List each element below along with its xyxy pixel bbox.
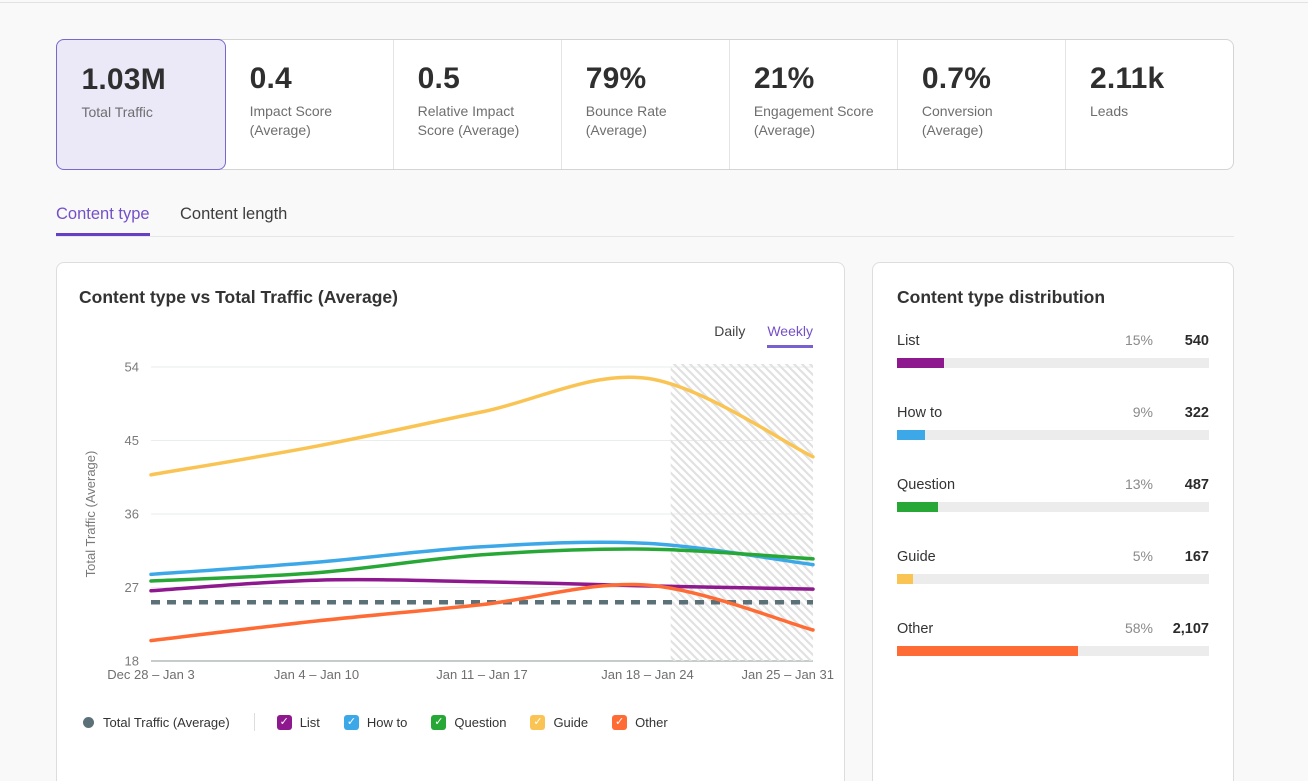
- legend-label: Guide: [553, 714, 589, 730]
- page-top-divider: [0, 2, 1308, 3]
- distribution-row-question[interactable]: Question 13% 487: [897, 476, 1209, 512]
- checked-checkbox-icon[interactable]: [343, 714, 359, 730]
- category-label: Guide: [897, 549, 936, 565]
- granularity-daily-button[interactable]: Daily: [714, 323, 746, 339]
- svg-text:Jan 4 – Jan 10: Jan 4 – Jan 10: [274, 667, 359, 682]
- category-percent: 9%: [1132, 404, 1153, 420]
- kpi-label: Impact Score (Average): [249, 103, 333, 138]
- category-label: How to: [897, 405, 943, 421]
- kpi-card-total-traffic[interactable]: 1.03M Total Traffic: [56, 39, 226, 170]
- category-label: Question: [897, 477, 956, 493]
- legend-label: How to: [366, 714, 408, 730]
- kpi-card-leads[interactable]: 2.11k Leads: [1066, 40, 1233, 169]
- category-bar: [897, 574, 1209, 584]
- category-count: 2,107: [1172, 621, 1209, 637]
- kpi-value: 0.4: [249, 62, 292, 95]
- svg-text:Dec 28 – Jan 3: Dec 28 – Jan 3: [107, 667, 194, 682]
- legend-label: List: [299, 714, 320, 730]
- legend-item-question[interactable]: Question: [431, 714, 507, 730]
- distribution-row-how-to[interactable]: How to 9% 322: [897, 404, 1209, 440]
- legend-item-guide[interactable]: Guide: [530, 714, 589, 730]
- legend-divider: [253, 713, 255, 731]
- kpi-card-engagement-score[interactable]: 21% Engagement Score (Average): [730, 40, 898, 169]
- distribution-title: Content type distribution: [897, 287, 1106, 307]
- distribution-row-list[interactable]: List 15% 540: [897, 332, 1209, 368]
- category-bar: [897, 358, 1209, 368]
- tab-content-length[interactable]: Content length: [180, 205, 288, 223]
- kpi-label: Leads: [1089, 103, 1129, 119]
- kpi-value: 21%: [753, 62, 815, 95]
- checked-checkbox-icon[interactable]: [612, 714, 628, 730]
- granularity-toggle: Daily Weekly: [714, 323, 813, 348]
- kpi-label: Relative Impact Score (Average): [417, 103, 520, 138]
- category-count: 167: [1184, 549, 1209, 565]
- distribution-row-other[interactable]: Other 58% 2,107: [897, 620, 1209, 656]
- distribution-rows: List 15% 540 How to 9% 322 Question 13% …: [897, 332, 1209, 656]
- svg-text:Jan 25 – Jan 31: Jan 25 – Jan 31: [741, 667, 834, 682]
- kpi-label: Total Traffic: [81, 103, 153, 120]
- kpi-value: 0.5: [417, 62, 460, 95]
- category-count: 322: [1184, 405, 1209, 421]
- kpi-label: Engagement Score (Average): [753, 103, 874, 138]
- traffic-trend-chart[interactable]: 18 27 36 45 54 Total Traffic (Average) Dec 28 …: [57, 355, 844, 685]
- kpi-card-impact-score[interactable]: 0.4 Impact Score (Average): [226, 40, 394, 169]
- category-bar-fill: [897, 358, 944, 368]
- svg-text:54: 54: [125, 360, 139, 375]
- checked-checkbox-icon[interactable]: [431, 714, 447, 730]
- kpi-value: 1.03M: [81, 62, 166, 96]
- chart-legend: Total Traffic (Average) List How to Ques…: [83, 713, 844, 731]
- average-dot-icon: [83, 716, 94, 728]
- legend-label: Total Traffic (Average): [103, 714, 230, 730]
- kpi-card-bounce-rate[interactable]: 79% Bounce Rate (Average): [562, 40, 730, 169]
- kpi-card-conversion[interactable]: 0.7% Conversion (Average): [898, 40, 1066, 169]
- category-count: 540: [1184, 333, 1209, 349]
- legend-item-how-to[interactable]: How to: [343, 714, 408, 730]
- svg-text:Jan 11 – Jan 17: Jan 11 – Jan 17: [436, 667, 528, 682]
- legend-label: Question: [454, 714, 507, 730]
- content-type-distribution-card: Content type distribution List 15% 540 H…: [872, 262, 1234, 781]
- category-bar: [897, 430, 1209, 440]
- distribution-row-guide[interactable]: Guide 5% 167: [897, 548, 1209, 584]
- tab-content-type[interactable]: Content type: [56, 205, 150, 236]
- legend-label: Other: [635, 714, 668, 730]
- kpi-card-relative-impact-score[interactable]: 0.5 Relative Impact Score (Average): [394, 40, 562, 169]
- kpi-value: 0.7%: [921, 62, 992, 95]
- kpi-label: Conversion (Average): [921, 103, 993, 138]
- content-type-vs-traffic-card: Content type vs Total Traffic (Average) …: [56, 262, 845, 781]
- kpi-value: 79%: [585, 62, 647, 95]
- granularity-weekly-button[interactable]: Weekly: [767, 323, 813, 348]
- category-count: 487: [1184, 477, 1209, 493]
- svg-text:Total Traffic (Average): Total Traffic (Average): [83, 451, 98, 578]
- category-bar-fill: [897, 646, 1078, 656]
- category-label: Other: [897, 621, 934, 637]
- kpi-summary-bar: 1.03M Total Traffic 0.4 Impact Score (Av…: [56, 39, 1234, 170]
- kpi-label: Bounce Rate (Average): [585, 103, 667, 138]
- legend-item-average[interactable]: Total Traffic (Average): [83, 715, 230, 730]
- checked-checkbox-icon[interactable]: [530, 714, 546, 730]
- category-bar: [897, 502, 1209, 512]
- svg-text:18: 18: [125, 654, 139, 669]
- category-percent: 5%: [1132, 548, 1153, 564]
- tabs-divider: [56, 236, 1234, 237]
- category-label: List: [897, 333, 920, 349]
- checked-checkbox-icon[interactable]: [276, 714, 292, 730]
- kpi-value: 2.11k: [1089, 62, 1165, 95]
- category-bar-fill: [897, 430, 926, 440]
- legend-item-list[interactable]: List: [276, 714, 320, 730]
- svg-text:27: 27: [125, 580, 139, 595]
- category-percent: 15%: [1124, 332, 1153, 348]
- category-bar-fill: [897, 502, 938, 512]
- category-percent: 13%: [1124, 476, 1153, 492]
- svg-text:45: 45: [125, 433, 139, 448]
- category-bar: [897, 646, 1209, 656]
- svg-text:36: 36: [125, 507, 139, 522]
- svg-text:Jan 18 – Jan 24: Jan 18 – Jan 24: [601, 667, 694, 682]
- content-tabs: Content type Content length: [56, 205, 1234, 237]
- chart-title: Content type vs Total Traffic (Average): [79, 287, 398, 307]
- legend-item-other[interactable]: Other: [612, 714, 668, 730]
- category-percent: 58%: [1124, 620, 1153, 636]
- category-bar-fill: [897, 574, 913, 584]
